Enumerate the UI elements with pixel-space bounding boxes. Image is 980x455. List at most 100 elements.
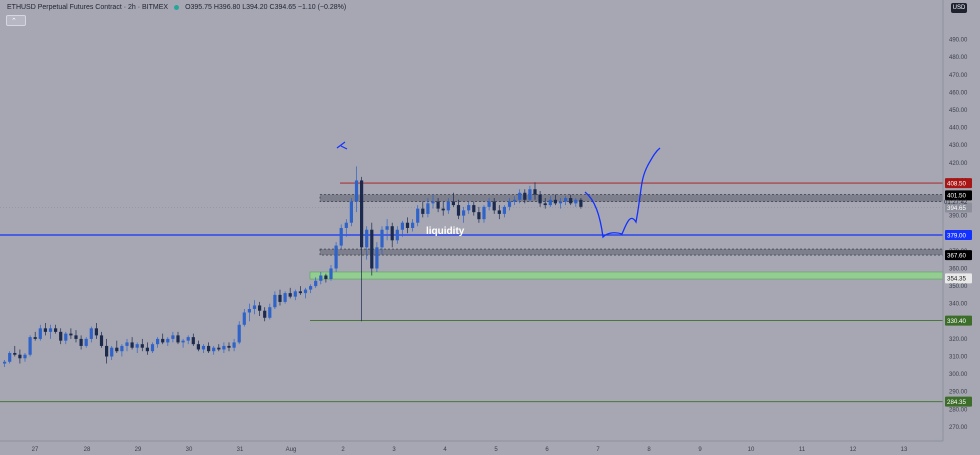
candle: [94, 328, 98, 336]
candle: [120, 345, 124, 352]
price-tag: [945, 250, 972, 261]
candle: [84, 338, 88, 346]
candle: [278, 294, 282, 302]
time-axis: 27 28 29 30 31 Aug 2 3 4 5 6 7 8 9 10 11 12 13: [32, 447, 908, 453]
candle: [451, 201, 455, 206]
grey-zone: [319, 194, 944, 202]
candle: [441, 208, 445, 211]
candle: [293, 291, 297, 297]
candle: [171, 335, 175, 339]
symbol-title[interactable]: ETHUSD Perpetual Futures Contract · 2h ·…: [7, 4, 169, 11]
candle: [385, 226, 389, 230]
candle: [3, 361, 7, 364]
candle: [48, 328, 53, 332]
time-tick-label: 5: [494, 447, 498, 453]
candle: [186, 337, 190, 341]
candle: [421, 208, 425, 214]
candle: [201, 345, 206, 350]
time-tick-label: 9: [698, 447, 702, 453]
candle: [99, 335, 104, 346]
price-tick-label: 440.00: [949, 126, 968, 132]
candle: [477, 212, 481, 220]
candle: [191, 337, 195, 345]
price-tick-label: 320.00: [949, 337, 968, 343]
candle: [237, 324, 241, 343]
time-tick-label: 13: [901, 447, 908, 453]
candle: [125, 342, 129, 346]
candle: [8, 352, 12, 362]
candle: [507, 201, 512, 207]
candle: [375, 247, 379, 269]
candle: [288, 293, 292, 297]
candle: [212, 347, 216, 352]
candle: [268, 307, 272, 318]
price-tag-label: 401.50: [947, 193, 966, 200]
price-tick-label: 270.00: [949, 425, 968, 431]
price-tag: [945, 202, 972, 213]
time-tick-label: 8: [647, 447, 651, 453]
price-tag: [945, 315, 972, 326]
price-tick-label: 480.00: [949, 55, 968, 61]
price-tick-label: 310.00: [949, 354, 968, 360]
candle: [528, 189, 532, 200]
candle: [247, 308, 251, 313]
chart-header: ETHUSD Perpetual Futures Contract · 2h ·…: [7, 4, 346, 11]
ohlc-readout: O395.75 H396.80 L394.20 C394.65 −1.10 (−…: [185, 4, 347, 11]
candle: [324, 275, 328, 280]
candle: [360, 180, 364, 248]
candle: [502, 206, 506, 214]
candle: [574, 199, 578, 204]
price-tick-label: 390.00: [949, 214, 968, 220]
candle: [533, 189, 537, 195]
candle: [145, 347, 149, 352]
candle: [222, 345, 226, 350]
candle: [395, 229, 399, 241]
candle: [564, 198, 568, 202]
candle: [569, 198, 573, 204]
price-tag-label: 330.40: [947, 318, 966, 325]
candle: [339, 227, 343, 246]
price-tag-label: 394.65: [947, 205, 966, 212]
candle: [110, 347, 114, 357]
candle: [161, 338, 165, 343]
candle: [390, 226, 394, 241]
candle: [319, 275, 323, 281]
price-tick-label: 420.00: [949, 161, 968, 167]
x-marker-drawing: [336, 141, 348, 150]
candle: [523, 192, 527, 200]
candle: [380, 229, 384, 248]
candle: [309, 286, 313, 290]
candle: [156, 338, 160, 345]
candles-layer: [3, 166, 583, 368]
candle: [258, 305, 262, 311]
time-tick-label: 7: [596, 447, 600, 453]
candle: [446, 201, 450, 211]
price-tick-label: 430.00: [949, 143, 968, 149]
price-tick-label: 290.00: [949, 390, 968, 396]
candle: [252, 305, 257, 309]
time-tick-label: 31: [237, 447, 244, 453]
currency-badge[interactable]: USD: [951, 3, 967, 13]
time-tick-label: 27: [32, 447, 39, 453]
time-tick-label: 12: [850, 447, 857, 453]
candle: [64, 333, 68, 341]
time-tick-label: 4: [443, 447, 447, 453]
collapse-legend-button[interactable]: ⌃: [6, 15, 26, 26]
candle: [513, 199, 517, 202]
price-tag-label: 379.00: [947, 232, 966, 239]
price-tick-label: 470.00: [949, 73, 968, 79]
market-status-icon: [174, 5, 180, 10]
price-tick-label: 280.00: [949, 407, 968, 413]
candle: [303, 289, 308, 294]
candle: [135, 344, 139, 348]
candle: [365, 229, 369, 248]
candle: [553, 199, 557, 204]
candle: [74, 335, 78, 339]
candle: [13, 352, 17, 355]
candle: [334, 245, 338, 269]
time-tick-label: 28: [84, 447, 91, 453]
price-tick-label: 300.00: [949, 372, 968, 378]
candle: [273, 294, 277, 308]
